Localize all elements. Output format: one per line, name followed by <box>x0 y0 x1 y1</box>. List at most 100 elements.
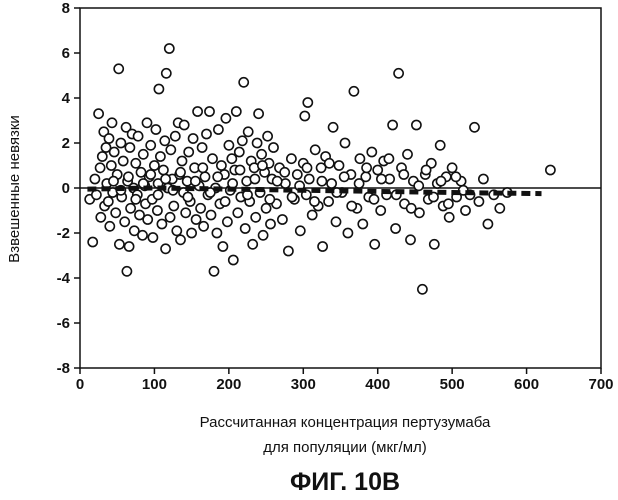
data-point <box>96 163 105 172</box>
x-tick-label: 700 <box>588 376 613 393</box>
x-tick-label: 400 <box>365 376 390 393</box>
data-point <box>399 170 408 179</box>
data-point <box>327 179 336 188</box>
y-axis-label: Взвешенные невязки <box>6 115 23 263</box>
data-point <box>217 161 226 170</box>
data-point <box>107 161 116 170</box>
x-tick-label: 600 <box>514 376 539 393</box>
data-point <box>138 231 147 240</box>
data-point <box>259 231 268 240</box>
data-point <box>244 127 253 136</box>
data-point <box>355 179 364 188</box>
data-point <box>445 213 454 222</box>
data-point <box>159 165 168 174</box>
data-point <box>324 197 333 206</box>
data-point <box>171 132 180 141</box>
data-point <box>451 172 460 181</box>
y-tick-label: -2 <box>57 225 70 242</box>
data-point <box>184 147 193 156</box>
data-point <box>198 143 207 152</box>
data-point <box>209 267 218 276</box>
figure-caption: ФИГ. 10В <box>290 468 400 496</box>
data-point <box>229 255 238 264</box>
y-tick-label: 2 <box>62 135 70 152</box>
data-point <box>105 222 114 231</box>
data-point <box>391 224 400 233</box>
data-point <box>116 138 125 147</box>
x-tick-label: 200 <box>216 376 241 393</box>
data-point <box>154 84 163 93</box>
data-point <box>300 111 309 120</box>
data-point <box>296 226 305 235</box>
data-point <box>250 174 259 183</box>
data-point <box>125 143 134 152</box>
data-point <box>110 147 119 156</box>
data-point <box>239 78 248 87</box>
data-point <box>104 134 113 143</box>
data-point <box>422 165 431 174</box>
data-point <box>98 152 107 161</box>
data-point <box>172 226 181 235</box>
y-tick-label: 8 <box>62 0 70 17</box>
data-point <box>189 134 198 143</box>
data-point <box>148 233 157 242</box>
data-point <box>235 147 244 156</box>
data-point <box>287 154 296 163</box>
data-point <box>436 177 445 186</box>
data-point <box>126 204 135 213</box>
data-point <box>358 219 367 228</box>
data-point <box>177 156 186 165</box>
data-point <box>90 174 99 183</box>
data-point <box>340 172 349 181</box>
data-point <box>263 132 272 141</box>
data-point <box>146 141 155 150</box>
data-point <box>347 201 356 210</box>
data-point <box>192 215 201 224</box>
data-point <box>156 152 165 161</box>
data-point <box>288 192 297 201</box>
data-point <box>318 242 327 251</box>
data-point <box>153 206 162 215</box>
x-tick-label: 300 <box>291 376 316 393</box>
data-point <box>180 120 189 129</box>
data-point <box>227 154 236 163</box>
data-point <box>134 132 143 141</box>
data-point <box>166 213 175 222</box>
data-point <box>293 170 302 179</box>
data-point <box>176 168 185 177</box>
data-point <box>265 195 274 204</box>
data-point <box>208 154 217 163</box>
data-point <box>241 224 250 233</box>
data-point <box>193 107 202 116</box>
data-point <box>394 69 403 78</box>
data-point <box>253 138 262 147</box>
data-point <box>343 228 352 237</box>
data-point <box>479 174 488 183</box>
data-point <box>131 195 140 204</box>
data-point <box>142 118 151 127</box>
data-point <box>311 145 320 154</box>
data-point <box>388 120 397 129</box>
y-tick-label: -6 <box>57 315 70 332</box>
data-point <box>238 136 247 145</box>
data-point <box>111 208 120 217</box>
data-point <box>373 165 382 174</box>
data-point <box>92 190 101 199</box>
data-point <box>214 125 223 134</box>
data-point <box>125 242 134 251</box>
data-point <box>218 242 227 251</box>
data-point <box>221 197 230 206</box>
data-point <box>448 163 457 172</box>
y-tick-label: 0 <box>62 180 70 197</box>
data-point <box>131 159 140 168</box>
data-point <box>376 206 385 215</box>
data-point <box>196 204 205 213</box>
data-point <box>162 69 171 78</box>
data-point <box>325 159 334 168</box>
data-point <box>165 44 174 53</box>
data-point <box>258 161 267 170</box>
data-point <box>199 222 208 231</box>
data-point <box>94 109 103 118</box>
data-point <box>257 150 266 159</box>
